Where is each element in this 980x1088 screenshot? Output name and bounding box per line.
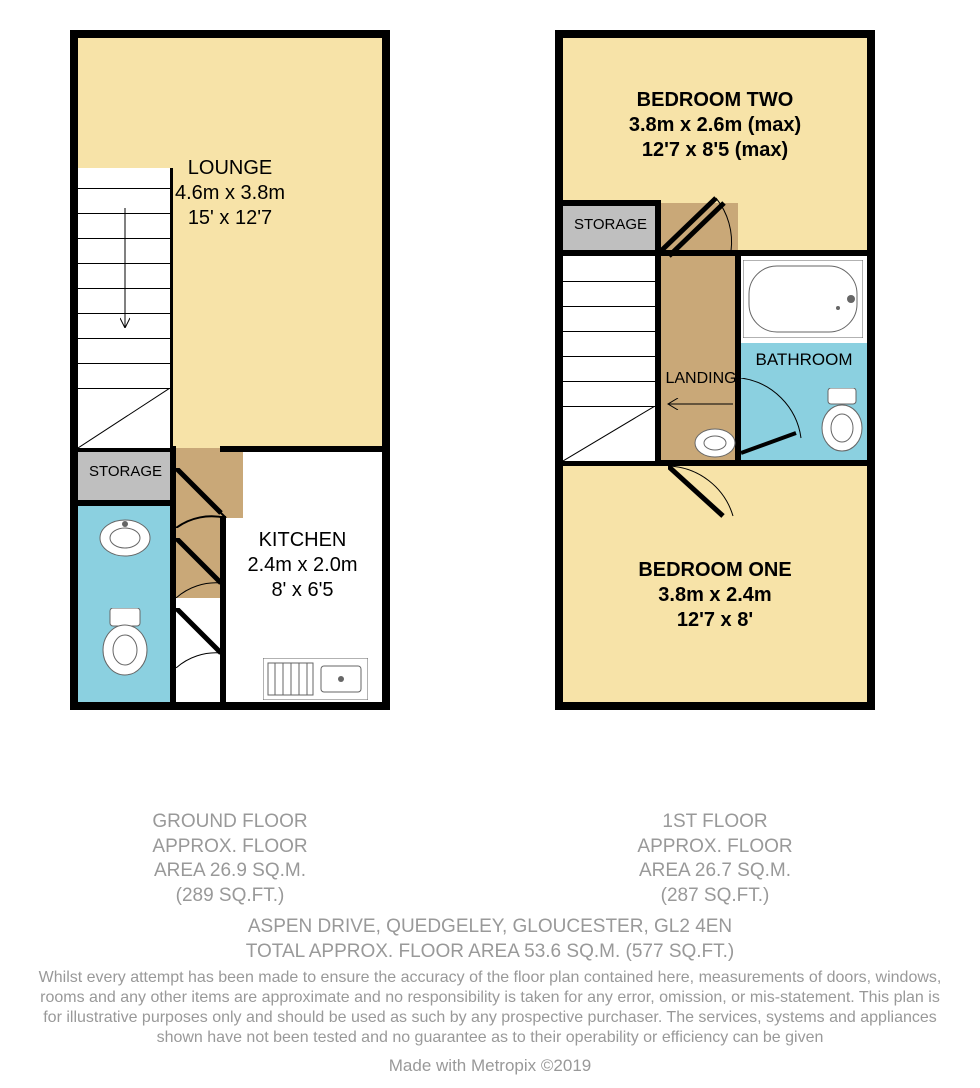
wall	[78, 500, 176, 506]
kitchen-name: KITCHEN	[223, 528, 382, 553]
storage-label-1f: STORAGE	[563, 216, 658, 233]
arrow-icon	[663, 398, 733, 410]
bathroom-label: BATHROOM	[741, 350, 867, 370]
kitchen-dim-ft: 8' x 6'5	[223, 578, 382, 603]
storage-label-gf: STORAGE	[78, 463, 173, 480]
kitchen-sink-icon	[263, 658, 368, 700]
kitchen-label: KITCHEN 2.4m x 2.0m 8' x 6'5	[223, 528, 382, 603]
fc-l2: APPROX. FLOOR	[555, 835, 875, 860]
fc-l3: AREA 26.7 SQ.M.	[555, 859, 875, 884]
gc-l3: AREA 26.9 SQ.M.	[70, 859, 390, 884]
first-floor: BEDROOM TWO 3.8m x 2.6m (max) 12'7 x 8'5…	[555, 30, 875, 710]
bed1-dim-m: 3.8m x 2.4m	[563, 583, 867, 608]
wall	[563, 200, 661, 206]
door-swing	[741, 378, 811, 458]
ground-caption: GROUND FLOOR APPROX. FLOOR AREA 26.9 SQ.…	[70, 810, 390, 909]
door-swing	[176, 608, 236, 668]
sink-icon	[98, 516, 153, 561]
door-swing	[668, 466, 743, 536]
landing-label: LANDING	[661, 370, 741, 388]
kitchen-dim-m: 2.4m x 2.0m	[223, 553, 382, 578]
fc-l1: 1ST FLOOR	[555, 810, 875, 835]
bed2-dim-ft: 12'7 x 8'5 (max)	[563, 138, 867, 163]
door-swing	[661, 193, 736, 258]
bed2-name: BEDROOM TWO	[563, 88, 867, 113]
wall	[220, 446, 382, 452]
toilet-icon	[818, 388, 866, 453]
lounge-dim-ft: 15' x 12'7	[78, 206, 382, 231]
gc-l4: (289 SQ.FT.)	[70, 884, 390, 909]
bed2-dim-m: 3.8m x 2.6m (max)	[563, 113, 867, 138]
ground-floor: LOUNGE 4.6m x 3.8m 15' x 12'7 KITCHEN 2.…	[70, 30, 390, 710]
address-line: ASPEN DRIVE, QUEDGELEY, GLOUCESTER, GL2 …	[0, 915, 980, 940]
first-caption: 1ST FLOOR APPROX. FLOOR AREA 26.7 SQ.M. …	[555, 810, 875, 909]
lounge-name: LOUNGE	[78, 156, 382, 181]
gc-l1: GROUND FLOOR	[70, 810, 390, 835]
bed2-label: BEDROOM TWO 3.8m x 2.6m (max) 12'7 x 8'5…	[563, 88, 867, 163]
lounge-label: LOUNGE 4.6m x 3.8m 15' x 12'7	[78, 156, 382, 231]
bed1-dim-ft: 12'7 x 8'	[563, 608, 867, 633]
bed1-label: BEDROOM ONE 3.8m x 2.4m 12'7 x 8'	[563, 558, 867, 633]
bed1-name: BEDROOM ONE	[563, 558, 867, 583]
total-line: TOTAL APPROX. FLOOR AREA 53.6 SQ.M. (577…	[0, 940, 980, 965]
lounge-dim-m: 4.6m x 3.8m	[78, 181, 382, 206]
door-swing	[176, 468, 236, 528]
credit-line: Made with Metropix ©2019	[0, 1055, 980, 1077]
stairs-1f	[563, 256, 655, 461]
floorplan-container: LOUNGE 4.6m x 3.8m 15' x 12'7 KITCHEN 2.…	[0, 30, 980, 770]
toilet-icon	[100, 608, 150, 678]
sink-icon	[693, 426, 737, 460]
gc-l2: APPROX. FLOOR	[70, 835, 390, 860]
fc-l4: (287 SQ.FT.)	[555, 884, 875, 909]
disclaimer-text: Whilst every attempt has been made to en…	[30, 968, 950, 1048]
bathtub-icon	[743, 260, 863, 338]
